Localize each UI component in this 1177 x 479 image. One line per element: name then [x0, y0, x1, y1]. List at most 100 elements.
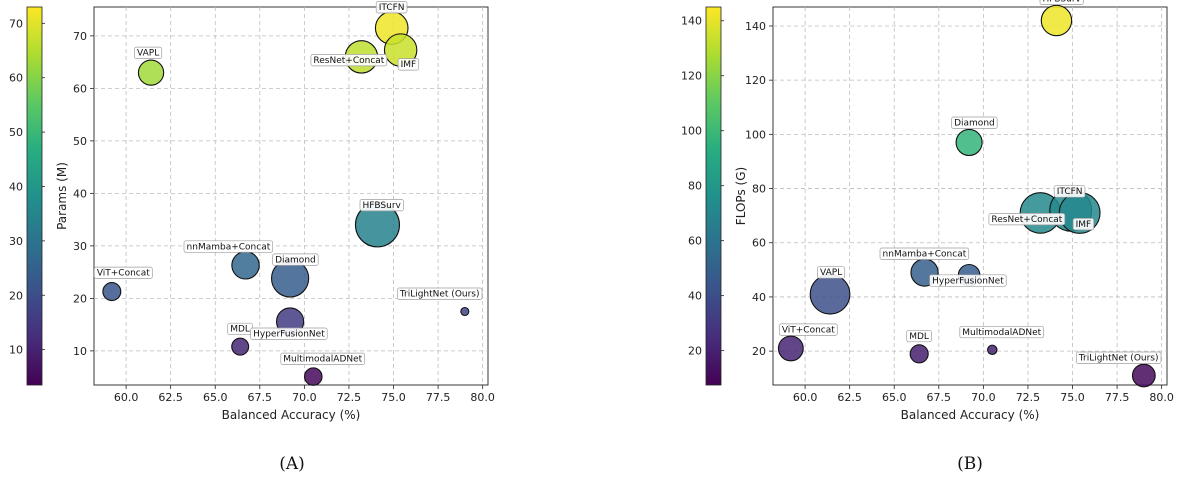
- point-mdl: [231, 337, 250, 356]
- point-label: ViT+Concat: [93, 266, 153, 279]
- point-label-box: [879, 247, 970, 260]
- point-label: ITCFN: [375, 1, 408, 14]
- y-tick-label: 60: [752, 237, 766, 250]
- x-tick-label: 62.5: [158, 391, 183, 404]
- point-label: MDL: [906, 329, 932, 343]
- colorbar-tick-label: 140: [681, 15, 702, 28]
- colorbar-ticks-b: 20 40 60 80 100 120 140: [681, 15, 724, 358]
- point-label: ViT+Concat: [778, 323, 838, 336]
- point-label: ResNet+Concat: [310, 54, 388, 67]
- point-label-box: [1072, 218, 1095, 231]
- point-label: TriLightNet (Ours): [396, 287, 483, 300]
- panel-a: 10 20 30 40 50 60 70 ViT+Concat VAPL MDL nnMamba+…: [9, 1, 495, 474]
- x-tick-label: 75.0: [1060, 391, 1085, 404]
- point-label: HyperFusionNet: [929, 274, 1007, 287]
- plot-area-b: [772, 6, 1168, 386]
- grid-a: [94, 7, 488, 385]
- colorbar-tick-label: 70: [9, 17, 23, 30]
- y-tick-label: 20: [73, 292, 87, 305]
- y-tick-label: 30: [73, 240, 87, 253]
- x-tick-label: 65.0: [203, 391, 228, 404]
- point-mdl: [909, 344, 929, 364]
- point-label-box: [397, 58, 420, 71]
- point-labels-b: ViT+Concat VAPL MDL nnMamba+Concat Diamond Hy…: [778, 0, 1162, 364]
- point-label-box: [359, 199, 404, 212]
- point-label-text: ResNet+Concat: [313, 56, 384, 66]
- point-label-text: HyperFusionNet: [932, 276, 1004, 286]
- point-trilightnet-ours: [460, 306, 470, 317]
- point-label-box: [778, 323, 838, 336]
- point-vit-concat: [102, 282, 122, 302]
- point-label: VAPL: [134, 46, 163, 59]
- point-label: Diamond: [951, 116, 998, 129]
- point-label-text: Diamond: [275, 255, 316, 265]
- y-axis-label-b: FLOPs (G): [734, 167, 748, 225]
- point-label-box: [1075, 351, 1162, 364]
- point-multimodaladnet: [987, 344, 998, 355]
- point-label-box: [817, 266, 846, 279]
- colorbar-tick-label: 120: [681, 70, 702, 83]
- yticks-b: 20 40 60 80 100 120 140: [745, 20, 773, 358]
- point-label-box: [959, 325, 1045, 339]
- y-tick-label: 60: [73, 82, 87, 95]
- point-label-text: MDL: [230, 325, 250, 335]
- colorbar-a: [26, 6, 43, 386]
- point-label: TriLightNet (Ours): [1075, 351, 1162, 364]
- y-tick-label: 80: [752, 183, 766, 196]
- point-label-box: [272, 253, 319, 266]
- colorbar-ticks-a: 10 20 30 40 50 60 70: [9, 17, 45, 357]
- yticks-a: 10 20 30 40 50 60 70: [73, 30, 94, 358]
- colorbar-b: [705, 6, 722, 386]
- x-tick-label: 75.0: [381, 391, 406, 404]
- y-tick-label: 40: [73, 187, 87, 200]
- panel-caption-a: (A): [279, 454, 305, 474]
- point-label-text: MultimodalADNet: [962, 328, 1041, 338]
- point-vit-concat: [777, 335, 804, 362]
- point-label: MultimodalADNet: [959, 325, 1045, 339]
- y-tick-label: 100: [745, 128, 766, 141]
- point-label-text: ITCFN: [1057, 187, 1083, 197]
- x-tick-label: 72.5: [337, 391, 362, 404]
- colorbar-tick-label: 40: [9, 180, 23, 193]
- point-label: IMF: [1072, 218, 1095, 231]
- colorbar-tick-label: 50: [9, 126, 23, 139]
- point-label: MultimodalADNet: [280, 352, 366, 365]
- point-label: ITCFN: [1053, 185, 1086, 198]
- colorbar-tick-label: 20: [688, 345, 702, 358]
- x-tick-label: 62.5: [837, 391, 862, 404]
- point-label-text: HFBSurv: [1042, 0, 1081, 5]
- point-label: HFBSurv: [359, 199, 404, 212]
- x-tick-label: 70.0: [292, 391, 317, 404]
- point-label: MDL: [227, 322, 253, 336]
- y-tick-label: 50: [73, 135, 87, 148]
- point-label-text: ITCFN: [379, 3, 405, 13]
- point-label-text: VAPL: [137, 49, 159, 59]
- xticks-a: 60.0 62.5 65.0 67.5 70.0 72.5 75.0 77.5 80.0: [114, 385, 495, 404]
- x-tick-label: 72.5: [1016, 391, 1041, 404]
- x-tick-label: 60.0: [114, 391, 139, 404]
- x-tick-label: 77.5: [426, 391, 451, 404]
- x-tick-label: 67.5: [927, 391, 952, 404]
- point-label-text: TriLightNet (Ours): [1078, 354, 1159, 364]
- y-tick-label: 120: [745, 74, 766, 87]
- point-label-text: MDL: [909, 332, 929, 342]
- point-hfbsurv: [1040, 4, 1073, 37]
- point-label-box: [906, 329, 932, 343]
- point-label-box: [1053, 185, 1086, 198]
- point-trilightnet-ours: [1131, 363, 1156, 388]
- colorbar-tick-label: 10: [9, 344, 23, 357]
- point-label-box: [280, 352, 366, 365]
- point-labels-a: ViT+Concat VAPL MDL nnMamba+Concat Diamond Hy…: [93, 1, 483, 365]
- x-tick-label: 80.0: [1149, 391, 1174, 404]
- point-label: nnMamba+Concat: [879, 247, 970, 260]
- point-label-text: IMF: [401, 60, 417, 70]
- point-label-text: Diamond: [954, 118, 995, 128]
- x-tick-label: 60.0: [793, 391, 818, 404]
- y-tick-label: 10: [73, 345, 87, 358]
- point-label-box: [183, 240, 274, 253]
- x-tick-label: 77.5: [1105, 391, 1130, 404]
- point-vapl: [809, 273, 851, 315]
- point-label-box: [134, 46, 163, 59]
- point-diamond: [955, 128, 983, 157]
